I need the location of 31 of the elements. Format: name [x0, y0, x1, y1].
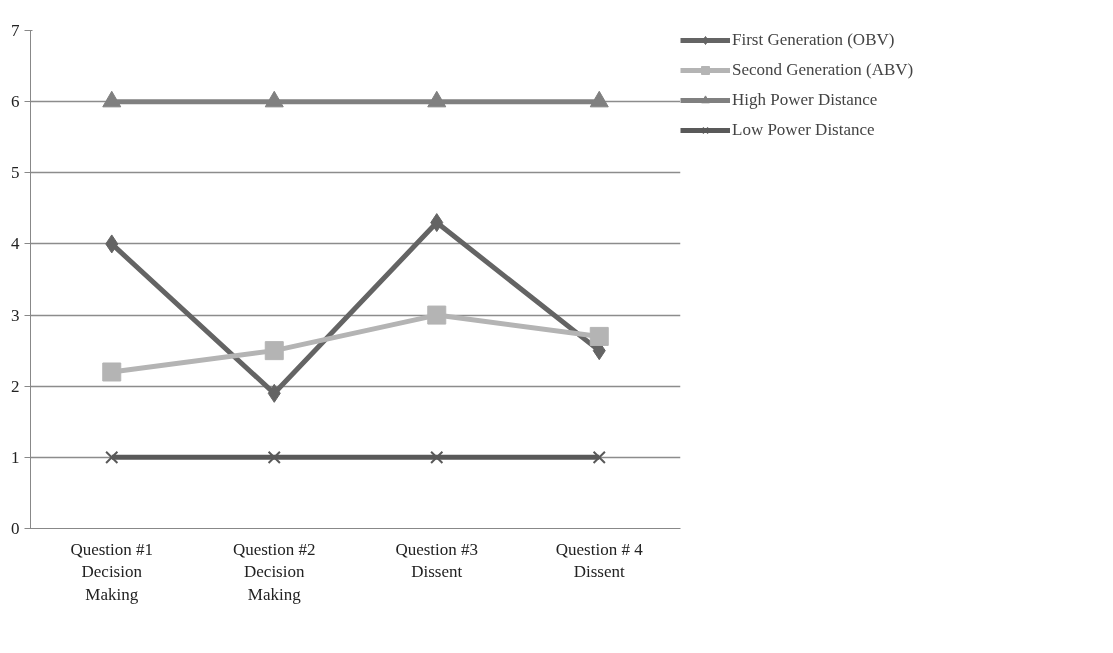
y-tick-label: 0 [11, 519, 20, 538]
x-tick-label: Question # 4 Dissent [555, 539, 644, 582]
y-tick-label: 2 [11, 376, 20, 396]
legend-label: High Power Distance [732, 90, 878, 110]
point [430, 450, 444, 465]
point [102, 90, 122, 108]
point [105, 450, 119, 465]
y-tick-label: 1 [11, 447, 20, 467]
point [267, 383, 281, 403]
point [264, 341, 284, 361]
y-tick-label: 6 [11, 92, 20, 112]
x-tick-label: Question #3 Dissent [395, 539, 479, 582]
x-tick-label: Question #1 Decision Making [70, 539, 154, 605]
legend-label: Second Generation (ABV) [732, 60, 914, 80]
point [105, 234, 119, 254]
y-tick-label: 3 [11, 305, 20, 325]
point [102, 362, 122, 382]
point [267, 450, 281, 465]
y-tick-label: 4 [11, 234, 20, 254]
point [427, 305, 447, 325]
x-tick-label: Question #2 Decision Making [232, 539, 316, 605]
point [592, 450, 606, 465]
point [589, 326, 609, 346]
y-tick-label: 7 [11, 21, 20, 40]
legend-label: First Generation (OBV) [732, 30, 895, 50]
y-tick-label: 5 [11, 163, 20, 183]
point [430, 213, 444, 233]
point [264, 90, 284, 108]
point [589, 90, 609, 108]
legend-label: Low Power Distance [732, 120, 875, 140]
point [427, 90, 447, 108]
